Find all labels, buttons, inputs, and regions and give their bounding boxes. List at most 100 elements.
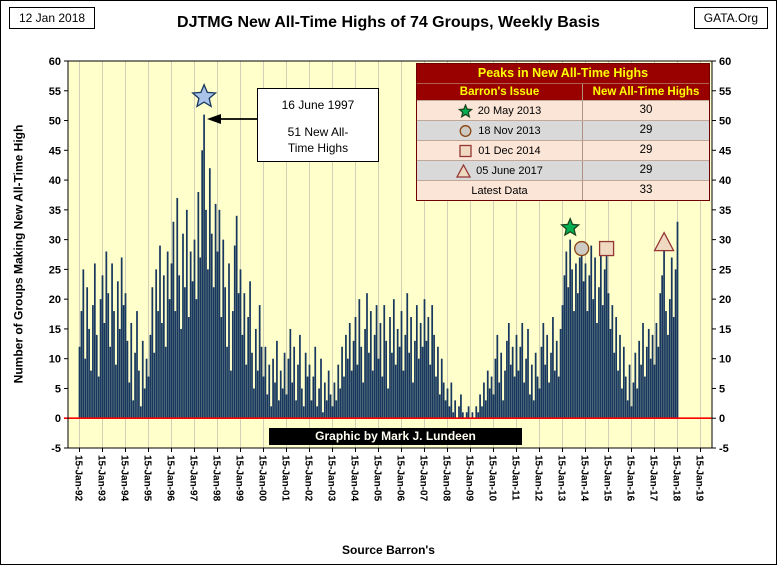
- peak-value: 30: [639, 104, 653, 116]
- square-marker-icon: [598, 240, 615, 257]
- peaks-table-row: 01 Dec 2014 29: [417, 140, 709, 160]
- peak-value: 29: [639, 124, 653, 136]
- svg-text:15-Jan-13: 15-Jan-13: [556, 455, 567, 502]
- peaks-col-issue: Barron's Issue: [417, 84, 583, 100]
- svg-text:15-Jan-05: 15-Jan-05: [372, 455, 383, 502]
- svg-text:15-Jan-02: 15-Jan-02: [303, 455, 314, 502]
- triangle-icon: [456, 163, 472, 178]
- svg-text:30: 30: [49, 235, 61, 247]
- peak-value: 29: [639, 144, 653, 156]
- svg-text:15-Jan-95: 15-Jan-95: [142, 455, 153, 502]
- peaks-table-row: 05 June 2017 29: [417, 160, 709, 180]
- svg-text:50: 50: [49, 116, 61, 128]
- source-label: Source Barron's: [342, 543, 435, 557]
- svg-text:40: 40: [49, 175, 61, 187]
- svg-text:-5: -5: [719, 443, 729, 455]
- peak-value: 29: [639, 164, 653, 176]
- svg-text:30: 30: [719, 235, 731, 247]
- svg-text:45: 45: [719, 145, 731, 157]
- svg-text:35: 35: [49, 205, 61, 217]
- svg-text:15: 15: [49, 324, 61, 336]
- svg-text:15-Jan-94: 15-Jan-94: [119, 455, 130, 502]
- peak-issue-label: 05 June 2017: [476, 164, 543, 177]
- svg-text:10: 10: [719, 354, 731, 366]
- annotation-text: 51 New All-Time Highs: [287, 125, 349, 155]
- svg-text:25: 25: [49, 264, 61, 276]
- svg-text:15-Jan-07: 15-Jan-07: [418, 455, 429, 502]
- peak-issue-cell: Latest Data: [417, 181, 583, 200]
- svg-text:15-Jan-99: 15-Jan-99: [234, 455, 245, 502]
- svg-text:25: 25: [719, 264, 731, 276]
- svg-text:5: 5: [55, 383, 61, 395]
- peak-issue-label: 18 Nov 2013: [478, 124, 541, 137]
- peaks-table-row: 20 May 2013 30: [417, 100, 709, 120]
- svg-text:15-Jan-00: 15-Jan-00: [257, 455, 268, 502]
- svg-text:40: 40: [719, 175, 731, 187]
- peaks-table-row: Latest Data 33: [417, 180, 709, 200]
- y-axis-title: Number of Groups Making New All-Time Hig…: [11, 124, 26, 384]
- peaks-table: Peaks in New All-Time Highs Barron's Iss…: [416, 63, 710, 201]
- svg-text:55: 55: [719, 86, 731, 98]
- peak-issue-cell: 18 Nov 2013: [417, 121, 583, 140]
- annotation-date: 16 June 1997: [281, 98, 355, 112]
- svg-text:0: 0: [55, 413, 61, 425]
- star-green-icon: [457, 103, 473, 118]
- peak-issue-label: 20 May 2013: [477, 104, 542, 117]
- peak-markers: [191, 83, 675, 257]
- svg-text:50: 50: [719, 116, 731, 128]
- svg-text:35: 35: [719, 205, 731, 217]
- date-box: 12 Jan 2018: [9, 7, 96, 29]
- svg-text:15-Jan-19: 15-Jan-19: [694, 455, 705, 502]
- svg-text:10: 10: [49, 354, 61, 366]
- svg-text:15-Jan-11: 15-Jan-11: [510, 455, 521, 501]
- svg-text:15-Jan-09: 15-Jan-09: [464, 455, 475, 502]
- svg-text:60: 60: [49, 56, 61, 68]
- peak-value: 33: [639, 184, 653, 196]
- svg-text:15-Jan-03: 15-Jan-03: [326, 455, 337, 502]
- svg-text:15-Jan-06: 15-Jan-06: [395, 455, 406, 502]
- circle-marker-icon: [574, 240, 590, 257]
- axes: 15-Jan-92 15-Jan-93 15-Jan-94 15-Jan-95 15-J…: [49, 56, 732, 502]
- star-marker-icon: [191, 83, 218, 108]
- svg-text:15: 15: [719, 324, 731, 336]
- peak-issue-cell: 01 Dec 2014: [417, 141, 583, 160]
- svg-text:15-Jan-12: 15-Jan-12: [533, 455, 544, 502]
- org-box: GATA.Org: [693, 7, 768, 29]
- peak-annotation: 16 June 1997 51 New All-Time Highs: [257, 88, 379, 162]
- bars: [78, 114, 679, 419]
- svg-text:15-Jan-01: 15-Jan-01: [280, 455, 291, 502]
- peaks-table-row: 18 Nov 2013 29: [417, 120, 709, 140]
- svg-text:15-Jan-92: 15-Jan-92: [73, 455, 84, 502]
- svg-text:15-Jan-17: 15-Jan-17: [648, 455, 659, 502]
- svg-text:5: 5: [719, 383, 725, 395]
- svg-text:0: 0: [719, 413, 725, 425]
- svg-text:20: 20: [719, 294, 731, 306]
- peaks-table-title: Peaks in New All-Time Highs: [417, 64, 709, 83]
- peak-issue-label: Latest Data: [471, 184, 528, 197]
- peak-issue-label: 01 Dec 2014: [478, 144, 541, 157]
- star-marker-icon: [560, 216, 581, 237]
- svg-text:55: 55: [49, 86, 61, 98]
- square-icon: [459, 144, 472, 157]
- svg-text:15-Jan-93: 15-Jan-93: [96, 455, 107, 502]
- svg-text:15-Jan-15: 15-Jan-15: [602, 455, 613, 502]
- svg-text:15-Jan-96: 15-Jan-96: [165, 455, 176, 502]
- circle-icon: [459, 124, 472, 137]
- peak-issue-cell: 05 June 2017: [417, 161, 583, 180]
- svg-text:15-Jan-08: 15-Jan-08: [441, 455, 452, 502]
- triangle-marker-icon: [653, 231, 675, 252]
- svg-text:60: 60: [719, 56, 731, 68]
- svg-text:15-Jan-98: 15-Jan-98: [211, 455, 222, 502]
- svg-text:15-Jan-04: 15-Jan-04: [349, 455, 360, 502]
- annotation-arrow: [207, 114, 257, 124]
- svg-text:15-Jan-97: 15-Jan-97: [188, 455, 199, 502]
- svg-text:15-Jan-14: 15-Jan-14: [579, 455, 590, 502]
- svg-text:-5: -5: [51, 443, 61, 455]
- credit-label: Graphic by Mark J. Lundeen: [269, 428, 522, 445]
- svg-text:15-Jan-10: 15-Jan-10: [487, 455, 498, 502]
- chart-title: DJTMG New All-Time Highs of 74 Groups, W…: [177, 14, 600, 31]
- svg-text:45: 45: [49, 145, 61, 157]
- svg-text:20: 20: [49, 294, 61, 306]
- svg-text:15-Jan-16: 15-Jan-16: [625, 455, 636, 502]
